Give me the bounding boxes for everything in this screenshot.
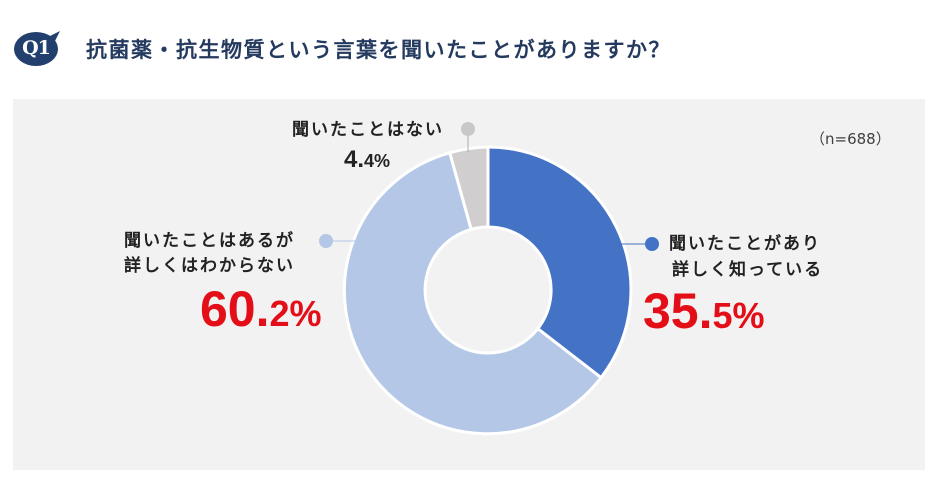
question-header: Q1 抗菌薬・抗生物質という言葉を聞いたことがありますか？	[14, 28, 671, 70]
q1-badge-text: Q1	[22, 37, 51, 59]
question-title: 抗菌薬・抗生物質という言葉を聞いたことがありますか？	[86, 38, 671, 62]
marker-dot-never-heard	[461, 122, 475, 136]
label-heard-not-detail-line2: 詳しくはわからない	[124, 256, 295, 276]
q1-badge: Q1	[14, 29, 62, 69]
marker-dot-know-detail	[645, 237, 659, 251]
label-heard-not-detail-line1: 聞いたことはあるが	[124, 231, 295, 251]
value-heard-not-detail: 60.2%	[200, 281, 322, 337]
slice-heard-not-detail[interactable]	[342, 150, 604, 436]
slice-never-heard[interactable]	[447, 145, 490, 232]
slice-know-detail[interactable]	[486, 145, 633, 380]
label-know-detail-line1: 聞いたことがあり	[669, 234, 821, 254]
marker-dot-heard-not-detail	[319, 234, 333, 248]
value-never-heard: 4.4%	[344, 146, 391, 173]
speech-bubble-icon	[14, 31, 60, 66]
label-know-detail-line2: 詳しく知っている	[672, 260, 824, 280]
value-know-detail: 35.5%	[643, 283, 765, 339]
label-never-heard: 聞いたことはない	[292, 120, 444, 140]
sample-size-label: （n=688）	[810, 130, 891, 148]
